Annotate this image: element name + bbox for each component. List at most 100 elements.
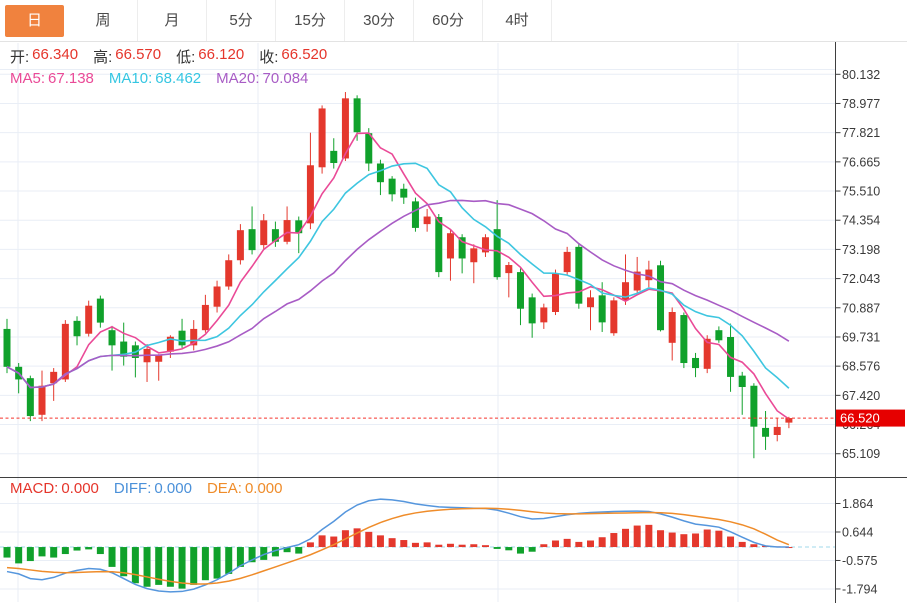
macd-bar: [505, 547, 513, 551]
diff-pair: DIFF: 0.000: [114, 480, 192, 497]
macd-bar: [96, 547, 104, 555]
candle-body: [458, 237, 466, 259]
candle-body: [50, 371, 58, 384]
candle-body: [96, 298, 104, 323]
price-tick-label: 78.977: [842, 97, 880, 111]
tab-15min[interactable]: 15分: [276, 0, 345, 41]
ma5-line: [6, 132, 790, 420]
candle-body: [645, 269, 653, 281]
high-pair: 高: 66.570: [93, 46, 161, 67]
macd-bar: [587, 540, 594, 548]
price-tick-label: 67.420: [842, 389, 880, 403]
candle-body: [38, 385, 46, 415]
candle-body: [762, 427, 770, 437]
macd-bar: [120, 547, 128, 577]
macd-bar: [318, 535, 326, 548]
macd-bar: [3, 547, 11, 558]
candle-body: [692, 357, 700, 369]
macd-bar: [575, 541, 583, 548]
macd-bar: [493, 547, 501, 549]
macd-bar: [411, 542, 419, 548]
candle-body: [178, 330, 186, 346]
macd-bar: [38, 547, 46, 557]
candle-body: [540, 307, 548, 323]
price-tick-label: 73.198: [842, 243, 880, 257]
macd-bar: [108, 547, 116, 567]
macd-tick-label: 0.644: [842, 526, 873, 540]
candle-body: [166, 336, 174, 352]
macd-bar: [738, 541, 746, 548]
macd-bar: [225, 547, 233, 574]
ma20-line: [6, 199, 790, 389]
tab-week[interactable]: 周: [69, 0, 138, 41]
tab-day[interactable]: 日: [5, 4, 64, 37]
tab-30min[interactable]: 30分: [345, 0, 414, 41]
candle-body: [610, 300, 618, 334]
macd-bar: [481, 545, 489, 548]
candle-body: [73, 320, 81, 337]
candle-body: [400, 188, 408, 198]
dea-line: [6, 507, 790, 585]
candle-body: [750, 385, 758, 427]
candle-body: [633, 271, 641, 291]
candle-body: [575, 246, 583, 304]
macd-bar: [365, 531, 373, 548]
candle-body: [341, 98, 349, 159]
macd-bar: [271, 547, 279, 557]
dea-label: DEA:: [206, 480, 242, 497]
macd-bar: [330, 536, 338, 548]
candle-body: [516, 272, 524, 309]
tab-5min[interactable]: 5分: [207, 0, 276, 41]
candle-body: [201, 304, 209, 331]
candle-body: [738, 375, 746, 388]
dea-value: 0.000: [244, 480, 283, 497]
macd-tick-label: -1.794: [842, 582, 877, 596]
ma20-label: MA20:: [216, 70, 260, 87]
price-tick-label: 69.731: [842, 330, 880, 344]
macd-bar: [190, 547, 198, 585]
macd-bar: [400, 540, 408, 548]
tab-60min[interactable]: 60分: [414, 0, 483, 41]
macd-bar: [283, 547, 291, 553]
macd-bar: [692, 533, 700, 548]
macd-bar: [178, 547, 186, 589]
macd-bar: [26, 547, 34, 562]
candle-body: [61, 323, 69, 380]
macd-histogram: [3, 524, 793, 589]
candle-body: [598, 295, 606, 323]
candle-body: [120, 341, 128, 357]
candle-body: [318, 108, 326, 168]
candle-body: [330, 150, 338, 163]
macd-bar: [703, 529, 711, 548]
candle-body: [435, 217, 443, 273]
macd-bar: [528, 547, 536, 552]
macd-bar: [598, 537, 606, 548]
candle-body: [528, 297, 536, 324]
candle-body: [703, 338, 711, 369]
candle-body: [248, 229, 256, 251]
macd-bar: [446, 543, 454, 548]
price-tick-label: 65.109: [842, 447, 880, 461]
macd-bar: [540, 544, 548, 548]
tab-4hour[interactable]: 4时: [483, 0, 552, 41]
candle-body: [622, 282, 630, 301]
tab-month[interactable]: 月: [138, 0, 207, 41]
open-label: 开:: [10, 49, 30, 66]
macd-bar: [680, 534, 688, 548]
candle-body: [785, 418, 793, 423]
macd-legend: MACD: 0.000 DIFF: 0.000 DEA: 0.000: [10, 480, 298, 497]
close-label: 收:: [259, 49, 279, 66]
candle-body: [715, 330, 723, 341]
ma10-pair: MA10: 68.462: [109, 70, 201, 87]
ma20-pair: MA20: 70.084: [216, 70, 308, 87]
candle-body: [470, 248, 478, 263]
ma10-label: MA10:: [108, 70, 153, 87]
macd-bar: [73, 547, 81, 551]
macd-bar: [668, 532, 676, 548]
candle-body: [551, 273, 559, 313]
candle-body: [481, 237, 489, 253]
macd-bar: [353, 528, 361, 548]
candle-body: [85, 305, 93, 334]
price-tick-label: 80.132: [842, 68, 880, 82]
